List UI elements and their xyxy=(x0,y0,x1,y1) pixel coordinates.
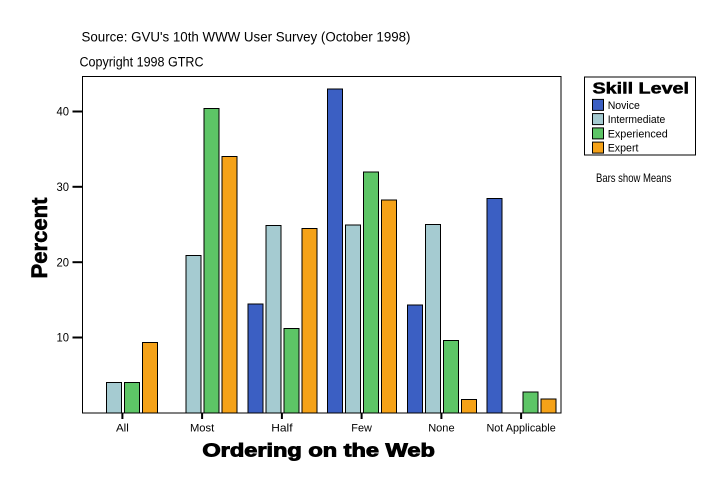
svg-text:None: None xyxy=(428,423,454,435)
svg-text:30: 30 xyxy=(57,182,70,194)
svg-text:All: All xyxy=(116,423,129,435)
svg-text:40: 40 xyxy=(57,107,70,119)
svg-text:Most: Most xyxy=(190,423,215,435)
svg-text:10: 10 xyxy=(57,333,70,345)
svg-text:Bars show Means: Bars show Means xyxy=(596,171,672,185)
svg-text:Intermediate: Intermediate xyxy=(608,114,666,126)
svg-text:Novice: Novice xyxy=(608,100,640,112)
svg-text:Skill Level: Skill Level xyxy=(593,81,690,98)
svg-text:Percent: Percent xyxy=(27,197,52,279)
svg-text:Experienced: Experienced xyxy=(608,129,668,141)
svg-text:Copyright 1998 GTRC: Copyright 1998 GTRC xyxy=(80,55,204,70)
svg-text:20: 20 xyxy=(57,257,70,269)
svg-text:Ordering on the Web: Ordering on the Web xyxy=(202,440,435,461)
svg-text:Not Applicable: Not Applicable xyxy=(486,423,555,435)
svg-text:Source: GVU's 10th WWW User Su: Source: GVU's 10th WWW User Survey (Octo… xyxy=(82,29,411,44)
svg-text:Half: Half xyxy=(271,423,293,435)
svg-text:Expert: Expert xyxy=(608,143,639,155)
svg-text:Few: Few xyxy=(351,423,372,435)
